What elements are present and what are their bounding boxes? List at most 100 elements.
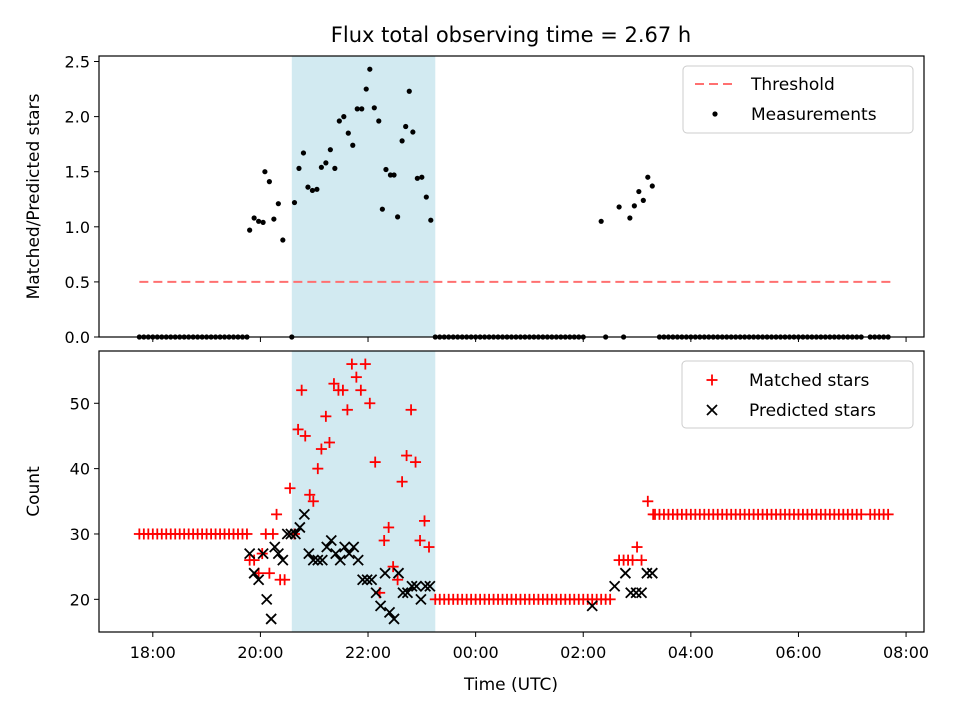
measurement-point (363, 86, 369, 92)
measurement-point (291, 199, 298, 206)
measurement-point (323, 160, 329, 166)
predicted-star-point (630, 587, 642, 599)
x-tick-label: 00:00 (453, 643, 499, 662)
matched-star-point (882, 508, 894, 520)
axes-frame (98, 55, 925, 338)
measurement-point (350, 142, 356, 148)
matched-star-point (284, 482, 296, 494)
y-tick-label: 20 (70, 590, 90, 609)
matched-star-point (355, 384, 367, 396)
predicted-star-point (339, 541, 351, 553)
measurement-point (376, 118, 382, 124)
predicted-star-point (294, 521, 306, 534)
top-panel-plot: 0.0 0.5 1.0 1.5 2.0 2.5 Matched/Predicted star… (24, 53, 925, 347)
measurement-point (423, 194, 429, 200)
matched-star-point (405, 404, 417, 416)
matched-star-point (636, 554, 648, 566)
predicted-star-point (646, 567, 658, 579)
legend-threshold-label: Threshold (750, 75, 835, 95)
x-tick-label: 22:00 (345, 643, 391, 662)
matched-star-point (241, 528, 253, 540)
measurement-point (266, 179, 272, 185)
predicted-star-point (379, 567, 391, 579)
measurement-point (636, 188, 642, 195)
x-axis-label: Time (UTC) (463, 675, 558, 695)
predicted-star-point (316, 554, 328, 566)
measurement-point (309, 187, 316, 194)
legend-matched-label: Matched stars (749, 371, 869, 391)
measurement-point (314, 186, 320, 192)
predicted-star-point (277, 554, 289, 566)
predicted-star-point (619, 567, 632, 579)
y-tick-label: 2.5 (65, 53, 90, 72)
matched-star-point (642, 495, 654, 507)
matched-star-point (383, 521, 395, 533)
predicted-star-point (374, 600, 387, 612)
predicted-star-point (265, 613, 277, 625)
measurement-point (395, 214, 401, 220)
measurement-point (616, 204, 622, 210)
matched-star-point (320, 410, 332, 422)
predicted-star-point (343, 547, 355, 560)
predicted-star-point (406, 580, 418, 592)
matched-star-point (419, 515, 431, 527)
predicted-star-point (325, 534, 337, 547)
measurement-point (419, 174, 425, 180)
measurement-point (428, 217, 434, 223)
measurement-point (251, 215, 257, 221)
matched-star-point (279, 574, 291, 586)
predicted-star-point (608, 580, 621, 592)
matched-star-point (364, 397, 376, 409)
matched-star-point (631, 541, 643, 553)
y-axis-label: Count (24, 466, 44, 517)
matched-star-point (296, 384, 308, 396)
measurement-point (271, 216, 277, 222)
predicted-star-point (586, 600, 598, 612)
predicted-star-point (635, 587, 648, 599)
predicted-star-point (348, 541, 360, 553)
predicted-star-point (388, 613, 400, 625)
measurement-point (354, 106, 360, 112)
predicted-star-point (281, 528, 293, 540)
x-tick-label: 04:00 (668, 643, 714, 662)
matched-star-point (248, 554, 260, 566)
matched-star-point (387, 561, 399, 573)
y-axis-label: Matched/Predicted stars (24, 93, 44, 299)
y-tick-label: 2.0 (65, 108, 90, 127)
matched-star-point (263, 567, 275, 579)
matched-star-point (369, 456, 381, 468)
predicted-star-point (334, 554, 346, 566)
measurement-point (387, 172, 394, 178)
matched-star-point (414, 535, 426, 547)
bottom-panel-plot: 20 30 40 50 18:00 20:00 22:00 00:00 02:00 04:00 06… (24, 350, 929, 662)
predicted-star-point (424, 580, 436, 592)
matched-star-point (271, 508, 283, 520)
legend-measurements-swatch (712, 111, 718, 117)
predicted-star-point (257, 547, 269, 560)
measurement-point (336, 118, 342, 124)
x-tick-label: 08:00 (883, 643, 929, 662)
measurement-point (383, 166, 389, 173)
predicted-star-point (285, 528, 297, 540)
matched-star-point (292, 423, 304, 435)
predicted-star-point (401, 587, 414, 599)
y-tick-label: 1.0 (65, 218, 90, 237)
measurement-point (262, 169, 268, 175)
predicted-star-point (361, 574, 373, 586)
matched-star-point (304, 489, 316, 501)
measurement-point (341, 114, 347, 120)
axes-frame (98, 350, 925, 633)
predicted-star-point (303, 547, 315, 560)
predicted-star-point (365, 574, 378, 586)
matched-star-point (346, 358, 358, 370)
top-legend: Threshold Measurements (682, 65, 914, 134)
predicted-star-point (625, 587, 637, 599)
matched-star-point (267, 528, 279, 540)
y-tick-label: 0.0 (65, 328, 90, 347)
predicted-star-point (419, 580, 432, 592)
matched-star-point (323, 436, 335, 448)
measurement-point (247, 227, 253, 233)
measurement-point (256, 218, 262, 224)
measurement-point (640, 197, 646, 203)
